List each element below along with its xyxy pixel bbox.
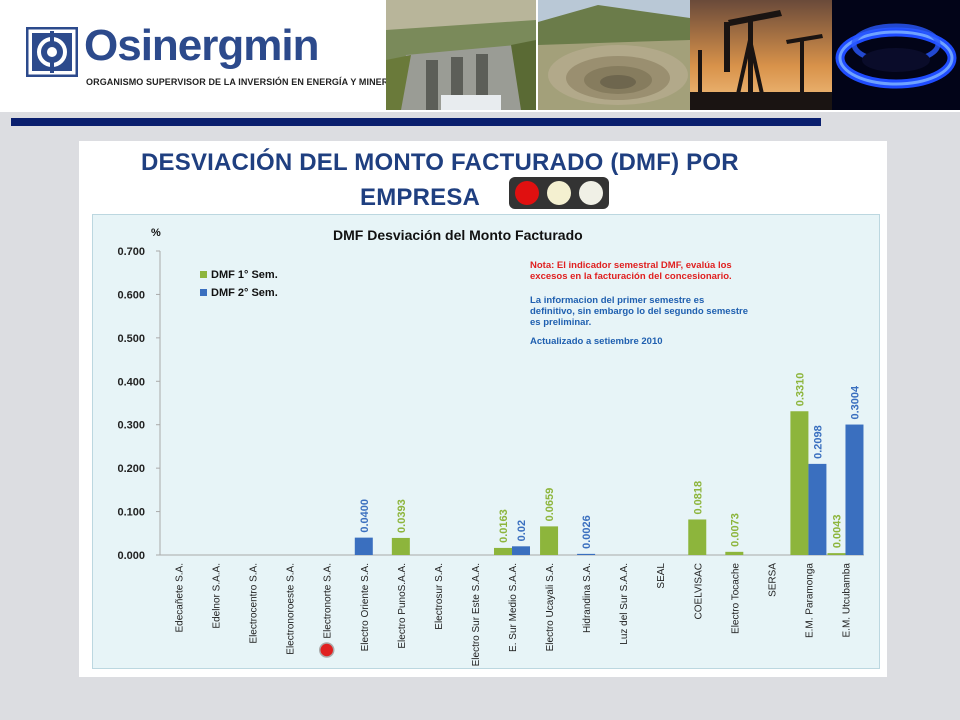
legend-swatch-sem1 bbox=[200, 271, 207, 278]
bar-sem1 bbox=[494, 547, 512, 555]
y-tick-label: 0.300 bbox=[117, 420, 145, 432]
y-axis-label: % bbox=[151, 227, 161, 239]
legend-swatch-sem2 bbox=[200, 289, 207, 296]
traffic-light-green-lamp bbox=[579, 181, 603, 205]
x-tick-label: Electrocentro S.A. bbox=[249, 563, 260, 644]
bar-value-label: 0.0026 bbox=[581, 515, 593, 549]
note-line-3: La informacion del primer semestre es bbox=[530, 295, 704, 306]
dmf-chart: DMF Desviación del Monto Facturado % 0.0… bbox=[117, 227, 864, 666]
note-line-1: Nota: El indicador semestral DMF, evalúa… bbox=[530, 260, 732, 271]
note-line-2: excesos en la facturación del concesiona… bbox=[530, 271, 732, 282]
bar-value-label: 0.0043 bbox=[831, 514, 843, 548]
bar-sem1 bbox=[391, 537, 410, 555]
note-line-4: definitivo, sin embargo lo del segundo s… bbox=[530, 306, 748, 317]
x-tick-label: Luz del Sur S.A.A. bbox=[619, 563, 630, 645]
y-tick-label: 0.200 bbox=[117, 463, 145, 475]
bar-sem2 bbox=[512, 546, 530, 555]
osinergmin-logo-icon bbox=[26, 27, 78, 77]
bar-value-label: 0.2098 bbox=[812, 425, 824, 459]
x-tick-label: Edelnor S.A.A. bbox=[212, 563, 223, 629]
bar-value-label: 0.3310 bbox=[794, 373, 806, 407]
y-tick-label: 0.400 bbox=[117, 376, 145, 388]
y-tick-label: 0.500 bbox=[117, 333, 145, 345]
bar-sem2 bbox=[577, 553, 596, 555]
bar-value-label: 0.0400 bbox=[359, 499, 371, 533]
bar-sem2 bbox=[845, 424, 864, 555]
x-tick-label: Electro Ucayali S.A. bbox=[545, 563, 556, 651]
bar-sem1 bbox=[540, 526, 559, 555]
x-tick-label: Electronoroeste S.A. bbox=[286, 563, 297, 655]
bar-value-label: 0.0163 bbox=[498, 509, 510, 543]
y-tick-label: 0.000 bbox=[117, 550, 145, 562]
legend-label-sem1: DMF 1° Sem. bbox=[211, 269, 278, 281]
bar-sem1 bbox=[827, 553, 846, 555]
x-tick-label: Electro Tocache bbox=[730, 563, 741, 634]
bar-sem2 bbox=[354, 537, 373, 555]
y-tick-label: 0.100 bbox=[117, 507, 145, 519]
traffic-light-red-lamp bbox=[515, 181, 539, 205]
slide-title-line2: EMPRESA bbox=[360, 184, 481, 211]
bar-value-label: 0.0659 bbox=[544, 488, 556, 522]
bar-value-label: 0.0818 bbox=[692, 481, 704, 515]
note-line-6: Actualizado a setiembre 2010 bbox=[530, 336, 663, 347]
bar-sem1 bbox=[790, 411, 809, 555]
bar-value-label: 0.0393 bbox=[396, 499, 408, 533]
y-tick-label: 0.600 bbox=[117, 289, 145, 301]
bar-sem1 bbox=[725, 551, 744, 555]
y-tick-label: 0.700 bbox=[117, 246, 145, 258]
bar-value-label: 0.02 bbox=[516, 520, 528, 541]
x-tick-label: Electro Oriente S.A. bbox=[360, 563, 371, 651]
logo-name: Osinergmin bbox=[84, 21, 319, 70]
header-band: Osinergmin ORGANISMO SUPERVISOR DE LA IN… bbox=[0, 0, 960, 112]
slide-panel: DESVIACIÓN DEL MONTO FACTURADO (DMF) POR… bbox=[79, 141, 887, 677]
hydro-dam-photo bbox=[386, 0, 536, 110]
bar-sem2 bbox=[808, 463, 827, 555]
traffic-light-icon bbox=[509, 177, 609, 209]
x-tick-label: SERSA bbox=[767, 563, 778, 597]
chart-frame: DMF Desviación del Monto Facturado % 0.0… bbox=[92, 214, 880, 669]
x-tick-label: E. Sur Medio S.A.A. bbox=[508, 563, 519, 652]
note-line-5: es preliminar. bbox=[530, 317, 591, 328]
x-tick-label: E.M. Utcubamba bbox=[841, 563, 852, 638]
oil-pumpjacks-photo bbox=[690, 0, 832, 110]
bar-value-label: 0.0073 bbox=[729, 513, 741, 547]
x-tick-label: Electro PunoS.A.A. bbox=[397, 563, 408, 649]
x-tick-label: Electro Sur Este S.A.A. bbox=[471, 563, 482, 666]
traffic-light-yellow-lamp bbox=[547, 181, 571, 205]
open-pit-mine-photo bbox=[538, 0, 690, 110]
legend-label-sem2: DMF 2° Sem. bbox=[211, 287, 278, 299]
x-tick-label: Edecañete S.A. bbox=[175, 563, 186, 633]
slide-title-line1: DESVIACIÓN DEL MONTO FACTURADO (DMF) POR bbox=[141, 149, 739, 176]
status-red-dot-icon bbox=[318, 642, 335, 658]
x-tick-label: Electrosur S.A. bbox=[434, 563, 445, 630]
bar-value-label: 0.3004 bbox=[849, 385, 861, 420]
chart-title: DMF Desviación del Monto Facturado bbox=[333, 227, 583, 243]
header-rule bbox=[11, 118, 821, 126]
x-tick-label: E.M. Paramonga bbox=[804, 563, 815, 638]
x-tick-label: SEAL bbox=[656, 563, 667, 589]
x-tick-label: COELVISAC bbox=[693, 563, 704, 620]
x-tick-label: Hidrandina S.A. bbox=[582, 563, 593, 633]
logo-subtitle: ORGANISMO SUPERVISOR DE LA INVERSIÓN EN … bbox=[86, 77, 398, 87]
bar-sem1 bbox=[688, 519, 707, 555]
gas-flame-photo bbox=[832, 0, 960, 110]
x-tick-label: Electronorte S.A. bbox=[323, 563, 334, 639]
